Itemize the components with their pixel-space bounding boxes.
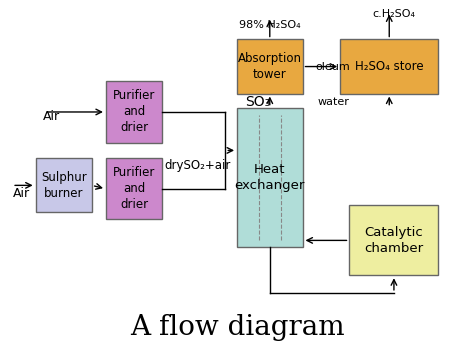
Text: Purifier
and
drier: Purifier and drier xyxy=(113,89,155,135)
Text: Air: Air xyxy=(44,110,61,123)
Text: Purifier
and
drier: Purifier and drier xyxy=(113,166,155,211)
Text: oleum: oleum xyxy=(316,62,350,72)
Text: Sulphur
burner: Sulphur burner xyxy=(41,171,87,200)
Text: A flow diagram: A flow diagram xyxy=(130,314,344,341)
Bar xyxy=(36,158,92,212)
Text: Air: Air xyxy=(13,187,30,200)
Text: water: water xyxy=(317,97,349,107)
Text: H₂SO₄ store: H₂SO₄ store xyxy=(355,60,424,73)
Text: Catalytic
chamber: Catalytic chamber xyxy=(365,226,423,255)
Text: c.H₂SO₄: c.H₂SO₄ xyxy=(373,9,415,19)
Bar xyxy=(237,39,302,94)
Bar xyxy=(106,158,162,219)
Text: Heat
exchanger: Heat exchanger xyxy=(235,163,305,192)
Text: SO₃: SO₃ xyxy=(246,95,271,109)
Bar xyxy=(237,108,302,247)
Text: drySO₂+air: drySO₂+air xyxy=(164,159,230,172)
Text: Absorption
tower: Absorption tower xyxy=(238,52,302,81)
Bar xyxy=(340,39,438,94)
Bar xyxy=(106,81,162,143)
Text: 98% H₂SO₄: 98% H₂SO₄ xyxy=(239,21,301,31)
Bar xyxy=(349,206,438,275)
